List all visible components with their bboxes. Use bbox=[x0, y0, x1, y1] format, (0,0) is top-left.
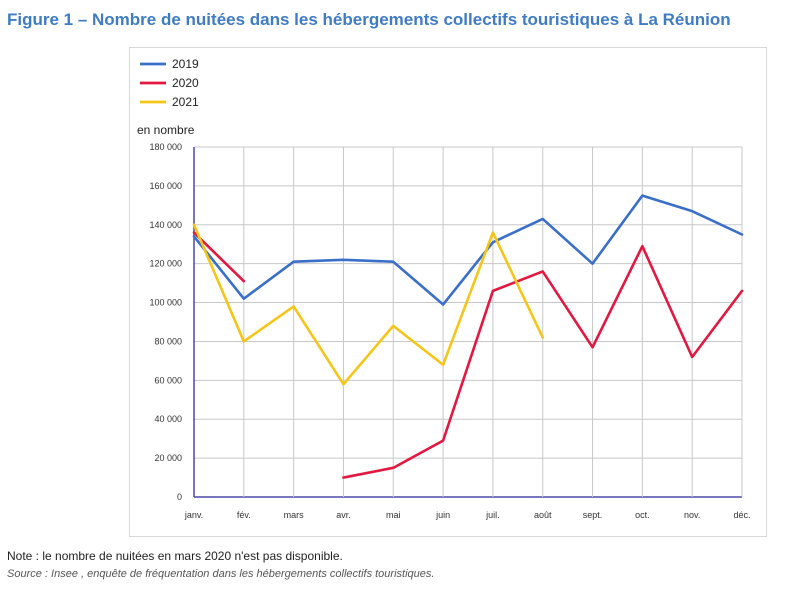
x-tick-label: août bbox=[534, 510, 552, 520]
x-tick-label: avr. bbox=[336, 510, 351, 520]
y-axis-ticks: 0 20 000 40 000 60 000 80 000 100 000 120 000 1… bbox=[149, 142, 182, 502]
legend-label-2020: 2020 bbox=[172, 76, 199, 90]
chart-source: Source : Insee , enquête de fréquentatio… bbox=[7, 568, 435, 580]
y-axis-label: en nombre bbox=[137, 123, 195, 137]
series-lines bbox=[192, 194, 744, 479]
grid-lines bbox=[193, 146, 743, 498]
x-tick-label: oct. bbox=[635, 510, 650, 520]
legend-label-2021: 2021 bbox=[172, 95, 199, 109]
x-tick-label: juin bbox=[435, 510, 450, 520]
x-tick-label: sept. bbox=[583, 510, 603, 520]
chart-note: Note : le nombre de nuitées en mars 2020… bbox=[7, 549, 343, 563]
y-tick-label: 40 000 bbox=[154, 414, 182, 424]
figure-title: Figure 1 – Nombre de nuitées dans les hé… bbox=[7, 10, 731, 29]
y-tick-label: 20 000 bbox=[154, 453, 182, 463]
x-axis-ticks: janv. fév. mars avr. mai juin juil. août sept. oc… bbox=[184, 510, 751, 520]
y-tick-label: 180 000 bbox=[149, 142, 182, 152]
y-tick-label: 60 000 bbox=[154, 375, 182, 385]
chart-frame bbox=[129, 47, 767, 537]
series-line-2020 bbox=[192, 231, 246, 283]
series-line-2020 bbox=[342, 244, 744, 479]
legend-label-2019: 2019 bbox=[172, 57, 199, 71]
y-tick-label: 100 000 bbox=[149, 298, 182, 308]
y-tick-label: 120 000 bbox=[149, 259, 182, 269]
y-tick-label: 80 000 bbox=[154, 336, 182, 346]
series-line-2019 bbox=[192, 194, 744, 306]
x-tick-label: janv. bbox=[184, 510, 203, 520]
x-tick-label: fév. bbox=[237, 510, 251, 520]
y-tick-label: 160 000 bbox=[149, 181, 182, 191]
y-tick-label: 140 000 bbox=[149, 220, 182, 230]
x-tick-label: mars bbox=[284, 510, 304, 520]
x-tick-label: juil. bbox=[485, 510, 500, 520]
x-tick-label: mai bbox=[386, 510, 401, 520]
y-tick-label: 0 bbox=[177, 492, 182, 502]
series-line-2021 bbox=[192, 223, 545, 386]
x-tick-label: nov. bbox=[684, 510, 700, 520]
chart-legend: 2019 2020 2021 bbox=[140, 57, 199, 109]
x-tick-label: déc. bbox=[733, 510, 750, 520]
